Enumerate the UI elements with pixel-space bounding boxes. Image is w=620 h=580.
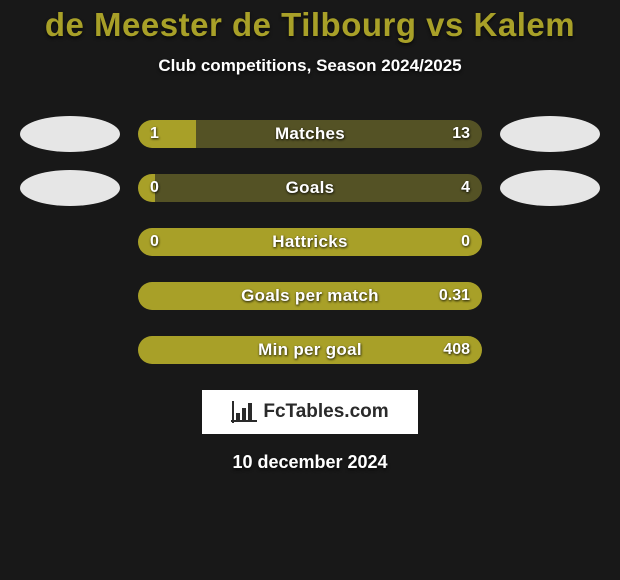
- stat-row: Matches1 13: [0, 116, 620, 152]
- stat-value-left: 0: [150, 228, 159, 256]
- stat-label: Min per goal: [138, 336, 482, 364]
- team-chip-right: [500, 116, 600, 152]
- stat-row: Goals per match0.31: [0, 278, 620, 314]
- footer-brand-text: FcTables.com: [263, 401, 388, 423]
- footer-logo[interactable]: FcTables.com: [202, 390, 418, 434]
- stat-label: Goals per match: [138, 282, 482, 310]
- stat-value-right: 0: [461, 228, 470, 256]
- team-chip-right: [500, 170, 600, 206]
- stat-row: Hattricks0 0: [0, 224, 620, 260]
- stat-value-right: 4: [461, 174, 470, 202]
- stat-value-right: 13: [452, 120, 470, 148]
- comparison-card: de Meester de Tilbourg vs Kalem Club com…: [0, 0, 620, 473]
- subtitle: Club competitions, Season 2024/2025: [0, 56, 620, 76]
- stat-bar: Hattricks0 0: [138, 228, 482, 256]
- stat-row: Goals0 4: [0, 170, 620, 206]
- team-chip-left: [20, 116, 120, 152]
- barchart-icon: [231, 401, 257, 423]
- stat-label: Hattricks: [138, 228, 482, 256]
- stat-label: Matches: [138, 120, 482, 148]
- stat-bar: Matches1 13: [138, 120, 482, 148]
- page-title: de Meester de Tilbourg vs Kalem: [0, 6, 620, 44]
- stat-value-right: 0.31: [439, 282, 470, 310]
- stat-value-left: 0: [150, 174, 159, 202]
- stat-label: Goals: [138, 174, 482, 202]
- stat-bar: Goals0 4: [138, 174, 482, 202]
- stat-rows: Matches113Goals04Hattricks00Goals per ma…: [0, 116, 620, 368]
- stat-bar: Goals per match0.31: [138, 282, 482, 310]
- stat-row: Min per goal408: [0, 332, 620, 368]
- date-text: 10 december 2024: [0, 452, 620, 473]
- stat-value-left: 1: [150, 120, 159, 148]
- stat-bar: Min per goal408: [138, 336, 482, 364]
- stat-value-right: 408: [443, 336, 470, 364]
- team-chip-left: [20, 170, 120, 206]
